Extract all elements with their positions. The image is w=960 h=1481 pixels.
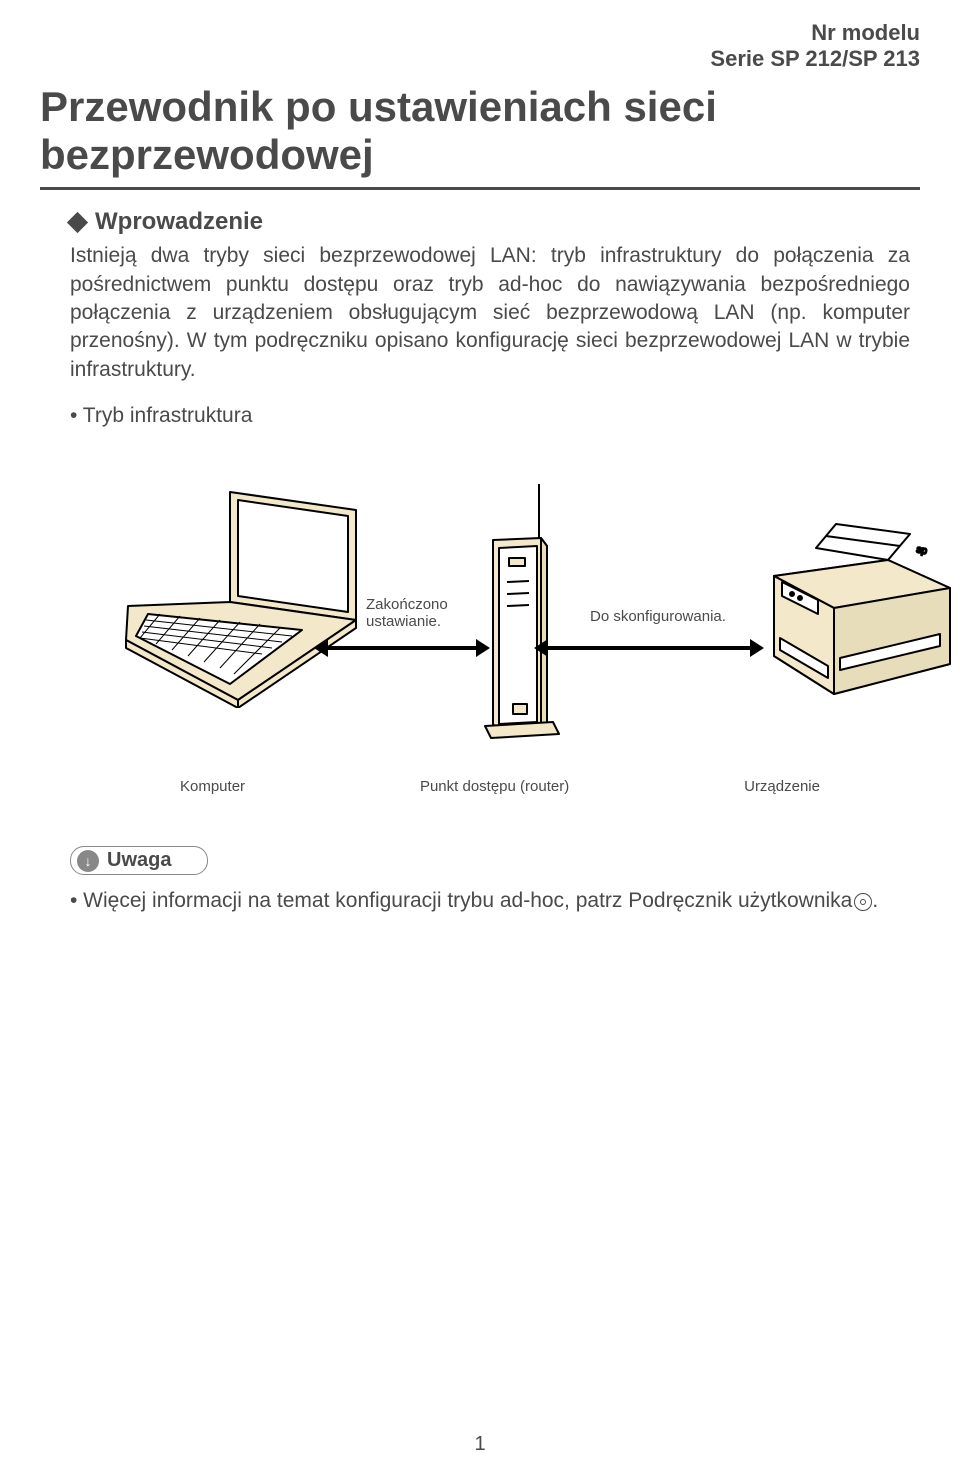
intro-heading: Wprowadzenie — [95, 208, 263, 236]
note-suffix: . — [872, 889, 878, 912]
title-line2: bezprzewodowej — [40, 131, 374, 178]
arrowhead-icon — [534, 639, 548, 657]
note-text: • Więcej informacji na temat konfiguracj… — [70, 889, 852, 912]
model-number-label: Nr modelu — [40, 20, 920, 46]
router-illustration — [475, 478, 565, 753]
infra-mode-bullet: • Tryb infrastruktura — [70, 404, 910, 428]
intro-paragraph: Istnieją dwa tryby sieci bezprzewodowej … — [70, 242, 910, 384]
series-label: Serie SP 212/SP 213 — [40, 46, 920, 72]
caption-device: Urządzenie — [744, 778, 820, 795]
diagram-captions: Komputer Punkt dostępu (router) Urządzen… — [70, 778, 910, 795]
laptop-illustration — [120, 488, 370, 713]
arrowhead-icon — [750, 639, 764, 657]
note-label: Uwaga — [107, 849, 171, 872]
page: Nr modelu Serie SP 212/SP 213 Przewodnik… — [0, 0, 960, 1470]
caption-computer: Komputer — [180, 778, 245, 795]
infrastructure-diagram: sp Zakończono ustawianie. Do skonfigurow… — [70, 448, 910, 818]
diamond-icon — [67, 212, 88, 233]
arrow-right — [546, 646, 752, 650]
printer-illustration: sp — [760, 518, 960, 713]
note-badge: ↓ Uwaga — [70, 846, 208, 875]
main-title: Przewodnik po ustawieniach sieci bezprze… — [40, 83, 920, 180]
cd-icon — [854, 893, 872, 911]
arrowhead-icon — [314, 639, 328, 657]
divider — [40, 187, 920, 190]
note-line: • Więcej informacji na temat konfiguracj… — [70, 889, 910, 913]
arrow-label-configure: Do skonfigurowania. — [590, 608, 740, 625]
arrow-left — [326, 646, 478, 650]
page-number: 1 — [0, 1433, 960, 1456]
arrow-label-done: Zakończono ustawianie. — [366, 596, 466, 630]
svg-text:sp: sp — [915, 544, 928, 557]
title-line1: Przewodnik po ustawieniach sieci — [40, 83, 717, 130]
intro-section: Wprowadzenie Istnieją dwa tryby sieci be… — [70, 208, 910, 913]
caption-router: Punkt dostępu (router) — [420, 778, 569, 795]
header-right: Nr modelu Serie SP 212/SP 213 — [40, 20, 920, 73]
down-arrow-icon: ↓ — [77, 850, 99, 872]
arrowhead-icon — [476, 639, 490, 657]
section-heading: Wprowadzenie — [70, 208, 910, 236]
